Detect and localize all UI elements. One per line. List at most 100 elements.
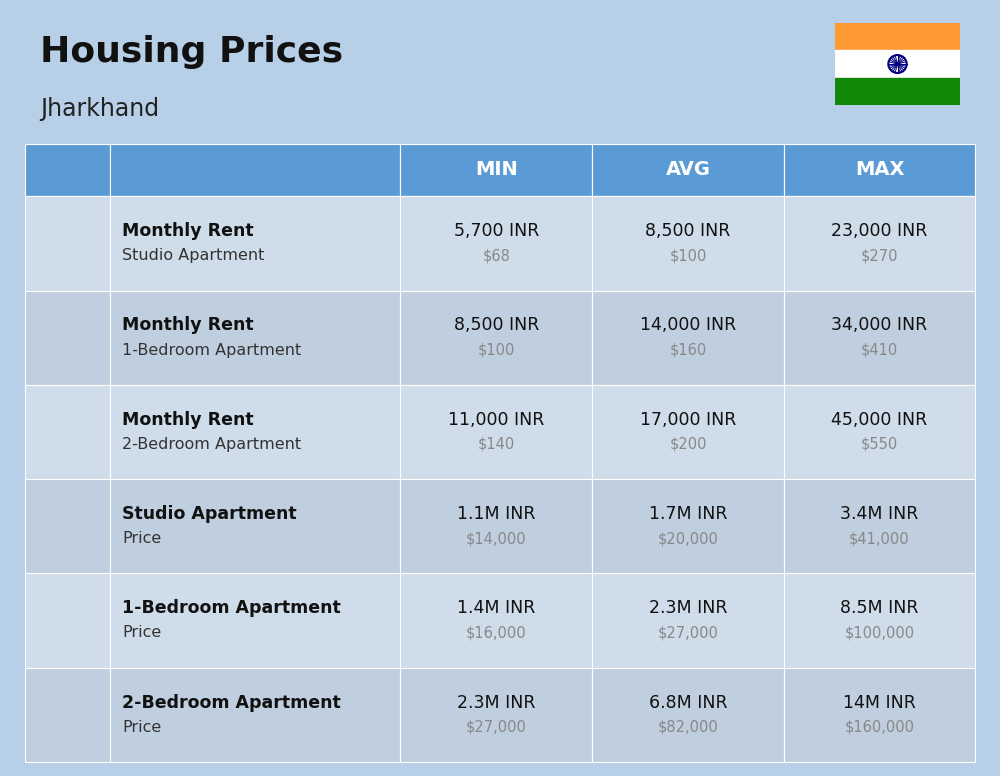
Bar	[33, 748, 103, 753]
Bar	[56, 217, 66, 227]
Bar	[43, 499, 52, 510]
Text: $100: $100	[669, 248, 707, 263]
Bar	[69, 633, 83, 647]
Bar	[83, 542, 91, 550]
Bar	[50, 402, 64, 412]
FancyBboxPatch shape	[46, 304, 90, 370]
Bar	[36, 558, 99, 564]
Bar	[38, 360, 42, 370]
Circle shape	[33, 353, 47, 368]
Text: 1.7M INR: 1.7M INR	[649, 505, 727, 523]
Text: 2.3M INR: 2.3M INR	[649, 599, 727, 618]
Bar	[83, 526, 91, 535]
Text: $82,000: $82,000	[658, 719, 718, 735]
Bar	[93, 360, 98, 370]
Text: 1-Bedroom Apartment: 1-Bedroom Apartment	[122, 342, 302, 358]
Bar	[43, 514, 52, 524]
Text: 23,000 INR: 23,000 INR	[831, 222, 928, 241]
Bar	[80, 708, 92, 724]
Bar	[63, 733, 73, 749]
Bar	[56, 230, 66, 241]
Bar	[56, 542, 66, 553]
Circle shape	[33, 636, 47, 651]
Bar	[72, 258, 80, 268]
Bar	[83, 258, 91, 268]
Bar	[72, 542, 80, 550]
Bar	[83, 244, 91, 252]
Bar	[50, 331, 64, 345]
Text: 14,000 INR: 14,000 INR	[640, 317, 736, 334]
Text: Price: Price	[122, 719, 162, 735]
Text: 2-Bedroom Apartment: 2-Bedroom Apartment	[122, 694, 341, 712]
Text: 5,700 INR: 5,700 INR	[454, 222, 539, 241]
Bar	[69, 331, 83, 345]
Polygon shape	[34, 397, 101, 414]
Text: $550: $550	[861, 437, 898, 452]
Text: $27,000: $27,000	[658, 625, 719, 640]
Text: 17,000 INR: 17,000 INR	[640, 411, 736, 429]
Text: MIN: MIN	[475, 161, 518, 179]
Text: AVG: AVG	[666, 161, 711, 179]
Text: 34,000 INR: 34,000 INR	[831, 317, 928, 334]
Circle shape	[89, 456, 102, 469]
Bar	[41, 423, 55, 438]
Bar	[835, 23, 960, 50]
Bar	[42, 708, 55, 724]
Bar	[43, 542, 52, 553]
FancyBboxPatch shape	[46, 587, 90, 653]
Bar	[80, 442, 93, 458]
FancyBboxPatch shape	[36, 414, 99, 466]
Text: $200: $200	[669, 437, 707, 452]
Text: Monthly Rent: Monthly Rent	[122, 411, 254, 429]
Text: $160: $160	[669, 342, 707, 358]
Bar	[72, 526, 80, 535]
Text: Studio Apartment: Studio Apartment	[122, 248, 265, 263]
Text: $68: $68	[482, 248, 510, 263]
Bar	[69, 313, 83, 327]
Bar	[835, 50, 960, 78]
Text: 1.1M INR: 1.1M INR	[457, 505, 535, 523]
Text: Studio Apartment: Studio Apartment	[122, 505, 297, 523]
Text: $410: $410	[861, 342, 898, 358]
Bar	[43, 259, 52, 270]
Bar	[93, 643, 98, 653]
Bar	[42, 729, 55, 743]
Text: $160,000: $160,000	[845, 719, 915, 735]
Text: $100: $100	[478, 342, 515, 358]
Circle shape	[91, 738, 103, 752]
Bar	[69, 615, 83, 628]
Text: 6.8M INR: 6.8M INR	[649, 694, 727, 712]
Circle shape	[89, 353, 103, 368]
Text: 8.5M INR: 8.5M INR	[840, 599, 919, 618]
Text: $16,000: $16,000	[466, 625, 527, 640]
Bar	[61, 729, 73, 743]
Bar	[72, 244, 80, 252]
Bar	[50, 351, 64, 364]
Text: 2-Bedroom Apartment: 2-Bedroom Apartment	[122, 437, 302, 452]
Text: 8,500 INR: 8,500 INR	[645, 222, 731, 241]
Text: $140: $140	[478, 437, 515, 452]
Circle shape	[32, 738, 45, 752]
Bar	[38, 643, 42, 653]
Text: $20,000: $20,000	[658, 531, 719, 546]
FancyBboxPatch shape	[39, 210, 70, 276]
Text: Monthly Rent: Monthly Rent	[122, 222, 254, 241]
Polygon shape	[36, 681, 99, 700]
Text: $14,000: $14,000	[466, 531, 527, 546]
Bar	[33, 653, 103, 658]
Text: 8,500 INR: 8,500 INR	[454, 317, 539, 334]
Text: $100,000: $100,000	[844, 625, 915, 640]
FancyArrow shape	[67, 683, 69, 686]
Circle shape	[34, 456, 46, 469]
Bar	[69, 596, 83, 609]
Text: Price: Price	[122, 625, 162, 640]
Text: Monthly Rent: Monthly Rent	[122, 317, 254, 334]
Text: 3.4M INR: 3.4M INR	[840, 505, 919, 523]
Text: $27,000: $27,000	[466, 719, 527, 735]
Bar	[61, 423, 74, 438]
FancyBboxPatch shape	[39, 700, 97, 749]
Text: 45,000 INR: 45,000 INR	[831, 411, 928, 429]
Bar	[43, 245, 52, 255]
Bar	[80, 423, 93, 438]
FancyBboxPatch shape	[39, 493, 70, 559]
